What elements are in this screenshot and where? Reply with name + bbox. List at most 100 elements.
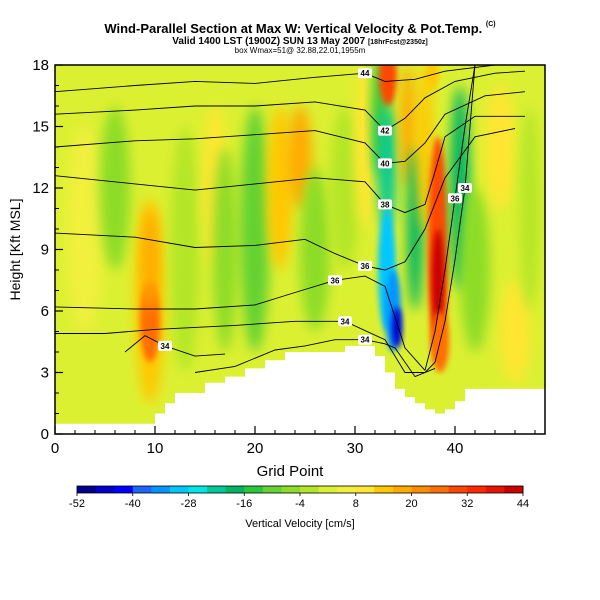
heat-blob [140, 280, 160, 363]
colorbar-tick-label: -40 [125, 498, 141, 510]
heat-blob [213, 147, 237, 352]
contour-label-text: 34 [361, 336, 370, 345]
colorbar-tick-label: -28 [181, 498, 197, 510]
chart-title: Wind-Parallel Section at Max W: Vertical… [0, 21, 600, 36]
colorbar-swatch [504, 486, 524, 493]
contour-label-text: 36 [331, 276, 340, 285]
colorbar-tick-label: 44 [517, 498, 529, 510]
heat-blob [392, 306, 402, 348]
contour-label-text: 34 [161, 342, 170, 351]
contour-line [55, 70, 526, 132]
y-tick-label: 9 [41, 242, 49, 259]
contour-line [194, 339, 436, 378]
contour-label-text: 44 [361, 69, 370, 78]
contour-label: 34 [158, 340, 172, 351]
colorbar-swatch [95, 486, 115, 493]
contour-line [424, 65, 476, 371]
contour-label-text: 38 [381, 200, 390, 209]
contour-label: 42 [378, 125, 392, 136]
colorbar-label: Vertical Velocity [cm/s] [245, 518, 354, 530]
contour-label: 34 [338, 316, 352, 327]
heat-blob [330, 106, 360, 270]
x-tick-label: 30 [347, 440, 364, 457]
chart-title-text: Wind-Parallel Section at Max W: Vertical… [104, 21, 483, 36]
colorbar-swatch [485, 486, 505, 493]
contour-label: 38 [378, 199, 392, 210]
heat-blob [355, 65, 375, 229]
colorbar-swatch [132, 486, 152, 493]
heat-blob [300, 167, 330, 332]
contour-line [55, 65, 496, 93]
heat-blob [425, 65, 439, 90]
contour-label-text: 34 [461, 184, 470, 193]
heat-blob [142, 208, 158, 311]
contour-label: 34 [458, 183, 472, 193]
contour-line [434, 65, 476, 363]
colorbar-swatch [169, 486, 189, 493]
heat-blob [500, 280, 530, 383]
colorbar-swatch [114, 486, 134, 493]
colorbar-swatch [430, 486, 450, 493]
contour-label-text: 34 [341, 317, 350, 326]
contour-line [55, 91, 526, 164]
heat-blob [520, 106, 540, 311]
x-axis: 0 10 20 30 40 Grid Point [51, 426, 536, 480]
heat-blob [65, 126, 105, 332]
colorbar-swatch [244, 486, 264, 493]
colorbar-swatch [77, 486, 97, 493]
y-tick-label: 15 [32, 119, 49, 136]
colorbar-tick-label: -52 [69, 498, 85, 510]
contour-label: 44 [358, 68, 372, 79]
contour-label: 40 [378, 158, 392, 169]
colorbar-swatch [207, 486, 227, 493]
chart-title-unit: (C) [485, 21, 496, 28]
colorbar-swatch [411, 486, 431, 493]
contour-label: 36 [358, 260, 372, 271]
y-tick-label: 6 [41, 303, 49, 320]
heat-blob [432, 229, 444, 332]
heat-blob [417, 65, 433, 229]
y-axis: 0 3 6 9 12 15 18 Height [Kft MSL] [7, 57, 63, 443]
colorbar-swatch [467, 486, 487, 493]
colorbar-swatch [392, 486, 412, 493]
colorbar-swatch [355, 486, 375, 493]
colorbar-tick-label: -16 [236, 498, 252, 510]
contour-label-text: 40 [381, 159, 390, 168]
colorbar-tick-label: 20 [405, 498, 417, 510]
x-tick-label: 10 [147, 440, 164, 457]
x-axis-label: Grid Point [257, 463, 325, 480]
colorbar: -52 -40 -28 -16 -4 8 20 32 44 Vertical Velocity [… [69, 485, 529, 530]
heat-blob [267, 106, 293, 270]
colorbar-swatch [262, 486, 282, 493]
chart-subtitle-text: Valid 1400 LST (1900Z) SUN 13 May 2007 [172, 36, 366, 47]
colorbar-swatch [300, 486, 320, 493]
colorbar-tick-label: -4 [295, 498, 305, 510]
colorbar-tick-label: 8 [353, 498, 359, 510]
x-tick-label: 0 [51, 440, 59, 457]
contour-label: 36 [328, 275, 342, 286]
heat-blob [170, 126, 200, 373]
y-tick-label: 3 [41, 365, 49, 382]
contour-line [55, 275, 426, 371]
y-tick-label: 0 [41, 426, 49, 443]
contour-label-text: 36 [451, 194, 460, 203]
contour-label-text: 36 [361, 262, 370, 271]
colorbar-swatch [448, 486, 468, 493]
contour-label-text: 42 [381, 127, 390, 136]
colorbar-swatch [281, 486, 301, 493]
chart-subtitle: Valid 1400 LST (1900Z) SUN 13 May 2007 [… [0, 36, 600, 47]
chart-box-info: box Wmax=51@ 32.88,22.01,1955m [234, 46, 366, 55]
heat-blob [460, 188, 490, 352]
heat-blob [485, 85, 515, 209]
colorbar-swatch [318, 486, 338, 493]
chart-subtitle-note: [18hrFcst@2350z] [367, 39, 428, 46]
contour-label: 36 [448, 193, 462, 204]
heat-blob [379, 65, 397, 106]
colorbar-tick-label: 32 [461, 498, 473, 510]
terrain [55, 345, 545, 434]
colorbar-swatch [225, 486, 245, 493]
colorbar-swatch [151, 486, 171, 493]
colorbar-swatch [337, 486, 357, 493]
